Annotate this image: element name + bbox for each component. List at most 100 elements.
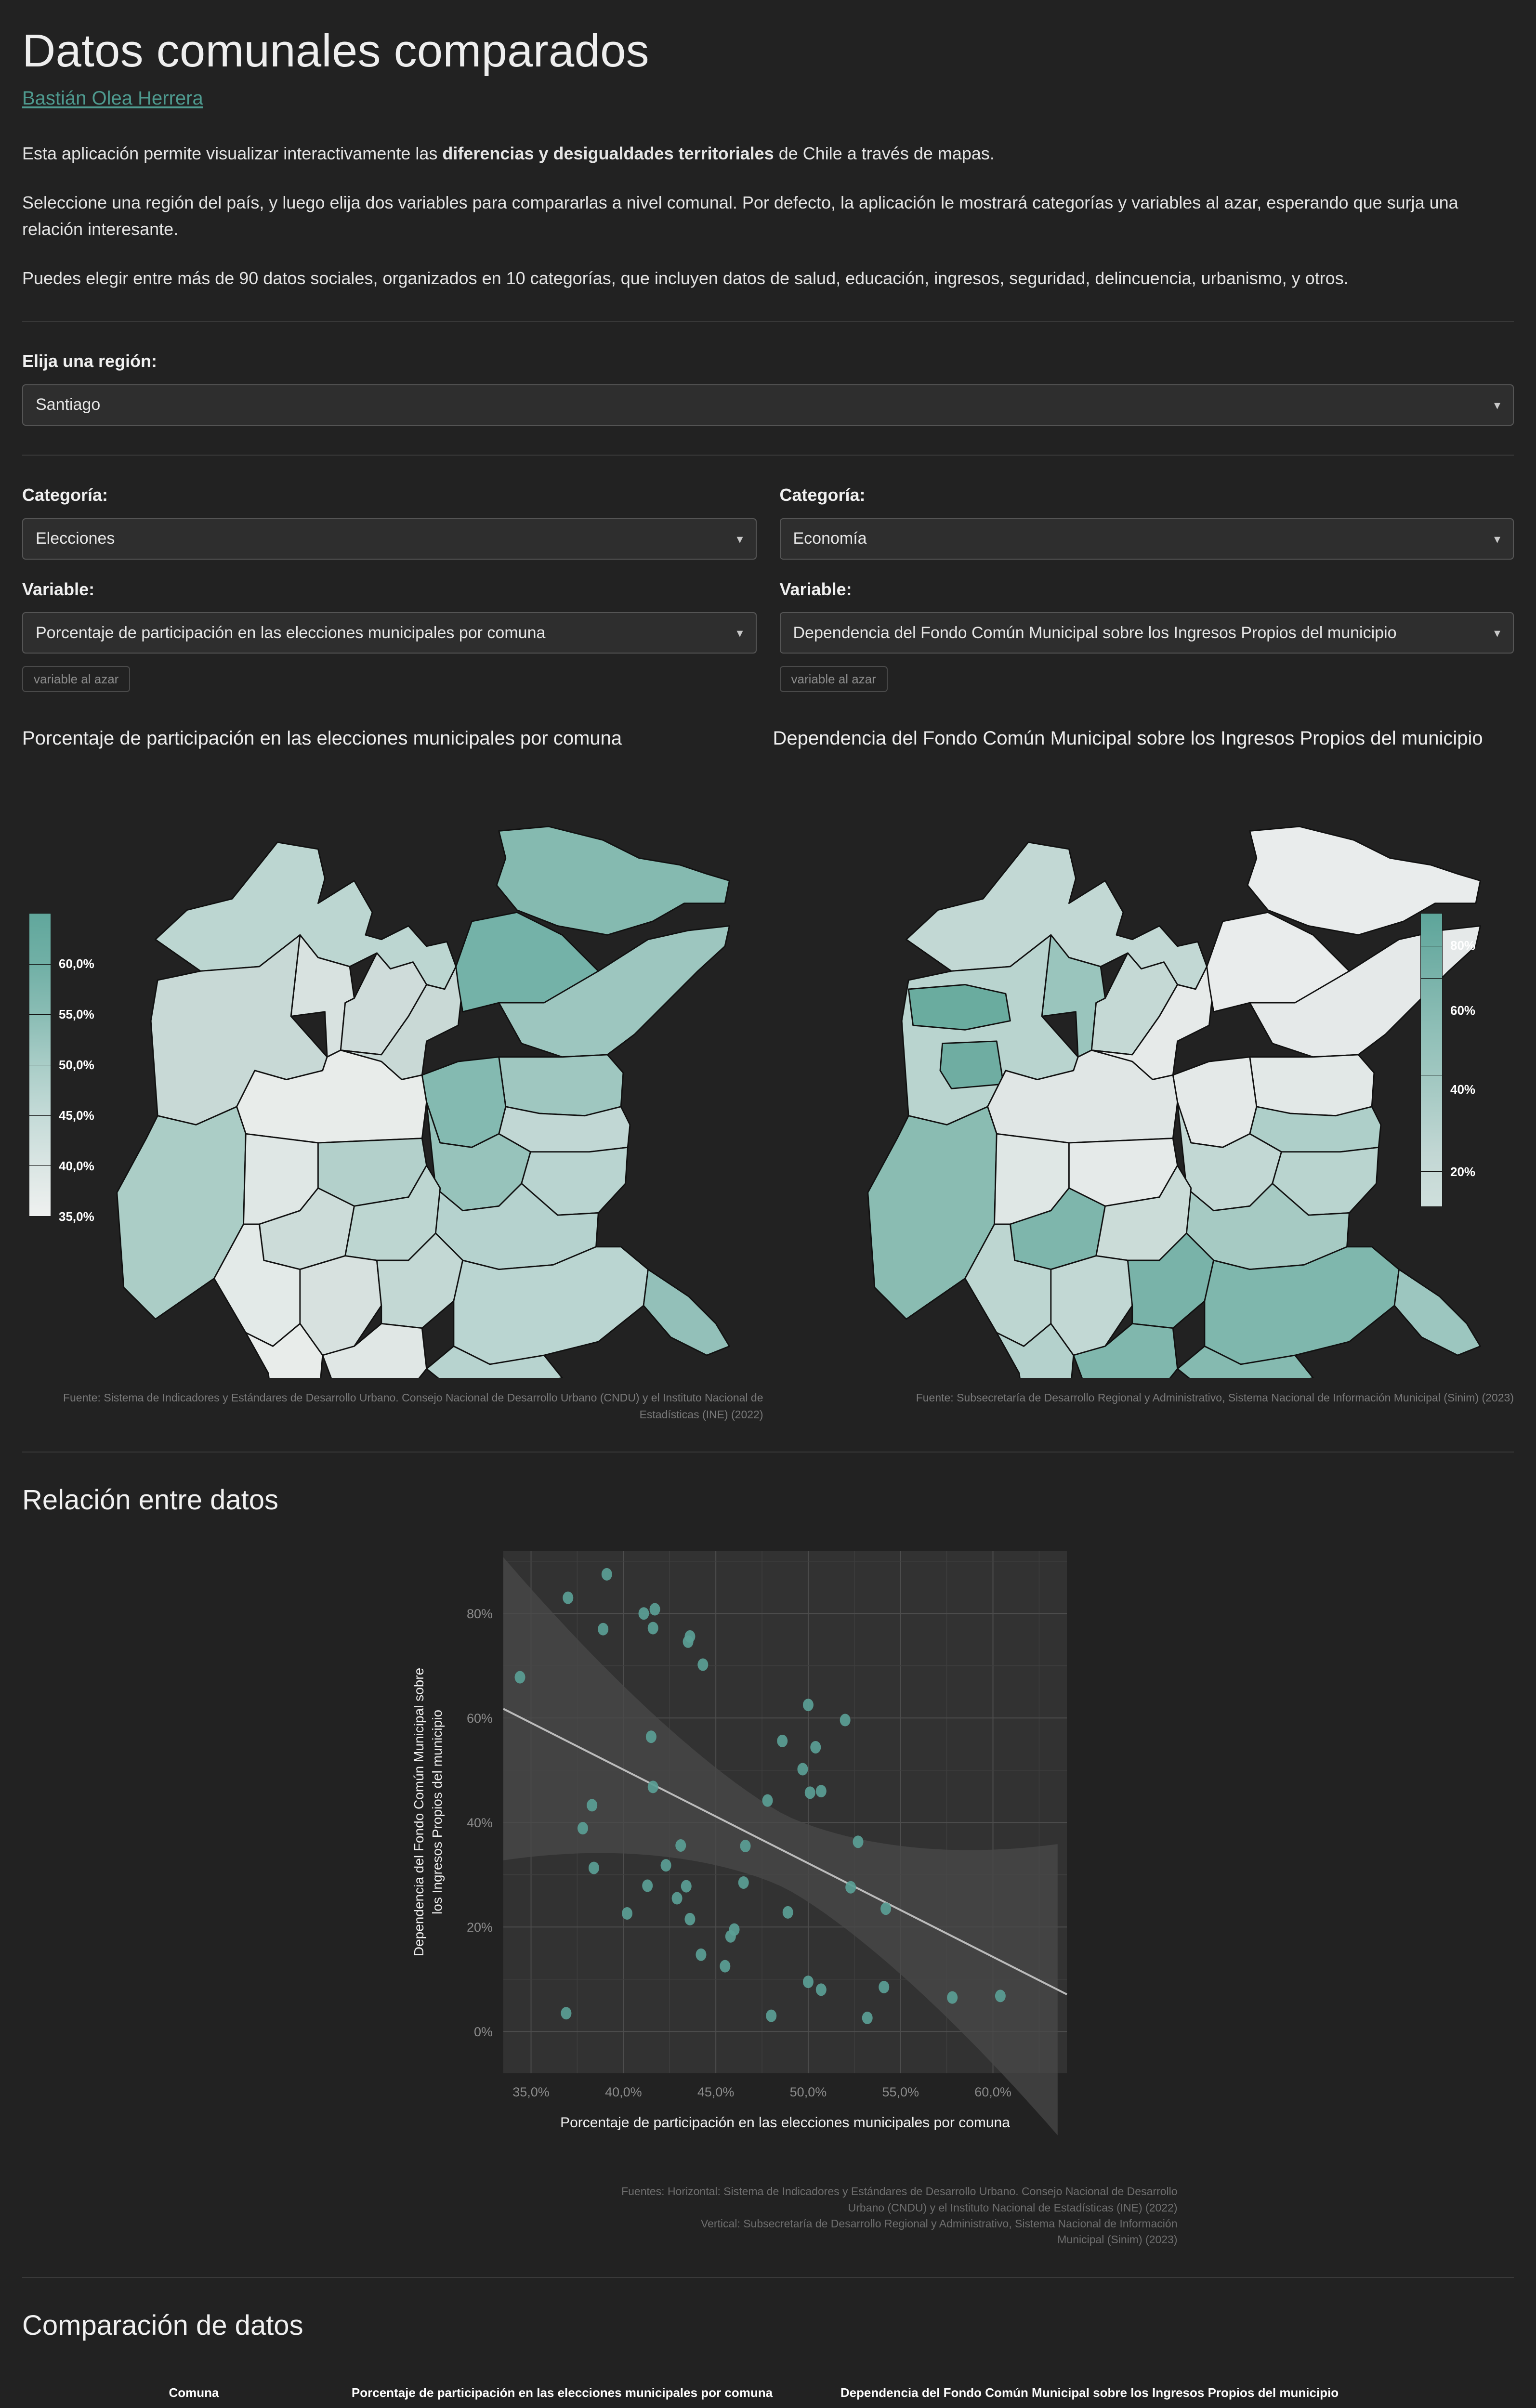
region-select[interactable]: Santiago ▾ — [22, 384, 1514, 426]
scatter-point[interactable] — [995, 1989, 1006, 2002]
relation-heading: Relación entre datos — [22, 1484, 278, 1516]
y-tick-label: 20% — [466, 1920, 492, 1935]
scatter-point[interactable] — [681, 1880, 692, 1893]
scatter-point[interactable] — [660, 1859, 671, 1872]
scatter-section: 35,0% 40,0% 45,0% 50,0% 55,0% 60,0% 0% 20% 40% 60… — [22, 1541, 1514, 2248]
trend-line — [502, 1708, 1067, 1996]
legend-tick: 55,0% — [59, 1007, 94, 1022]
choropleth-map-right[interactable] — [773, 790, 1514, 1378]
scatter-point[interactable] — [878, 1981, 889, 1994]
scatter-point[interactable] — [649, 1603, 660, 1616]
scatter-points — [514, 1568, 1006, 2025]
column-header-variable-2: Dependencia del Fondo Común Municipal so… — [840, 2385, 1339, 2400]
intro-paragraph-3: Puedes elegir entre más de 90 datos soci… — [22, 268, 1349, 288]
scatter-point[interactable] — [684, 1913, 695, 1926]
left-legend-ticks: 60,0% 55,0% 50,0% 45,0% 40,0% 35,0% — [59, 913, 141, 1224]
scatter-point[interactable] — [880, 1902, 891, 1915]
legend-tick: 45,0% — [59, 1108, 94, 1123]
svg-text:los Ingresos Propios del munic: los Ingresos Propios del municipio — [430, 1710, 445, 1914]
right-legend-colorbar — [1420, 913, 1443, 1207]
scatter-point[interactable] — [638, 1607, 649, 1620]
scatter-point[interactable] — [804, 1786, 815, 1799]
scatter-point[interactable] — [740, 1840, 751, 1853]
scatter-source-line: Vertical: Subsecretaría de Desarrollo Re… — [701, 2217, 1178, 2230]
right-variable-select[interactable]: Dependencia del Fondo Común Municipal so… — [779, 612, 1514, 654]
scatter-point[interactable] — [647, 1780, 658, 1793]
intro-paragraph-1: Esta aplicación permite visualizar inter… — [22, 140, 1514, 167]
scatter-point[interactable] — [697, 1658, 708, 1671]
scatter-point[interactable] — [797, 1763, 808, 1776]
scatter-point[interactable] — [642, 1879, 653, 1892]
confidence-band — [503, 1557, 1058, 2135]
left-legend-colorbar — [29, 913, 51, 1217]
left-map-title: Porcentaje de participación en las elecc… — [22, 728, 622, 749]
scatter-point[interactable] — [840, 1714, 851, 1727]
scatter-point[interactable] — [645, 1730, 656, 1743]
right-legend-ticks: 80% 60% 40% 20% — [1450, 913, 1508, 1207]
left-random-variable-button[interactable]: variable al azar — [22, 666, 131, 693]
scatter-point[interactable] — [802, 1976, 814, 1989]
scatter-point[interactable] — [802, 1699, 814, 1712]
scatter-point[interactable] — [719, 1960, 730, 1973]
left-map-legend: 60,0% 55,0% 50,0% 45,0% 40,0% 35,0% — [29, 913, 141, 1224]
right-category-value: Economía — [793, 529, 867, 548]
left-variable-label: Variable: — [22, 579, 95, 599]
scatter-point[interactable] — [597, 1623, 608, 1636]
scatter-point[interactable] — [562, 1591, 573, 1604]
legend-tick: 35,0% — [59, 1209, 94, 1224]
scatter-point[interactable] — [862, 2012, 873, 2025]
region-field: Elija una región: Santiago ▾ — [22, 348, 1514, 426]
y-axis-title: Dependencia del Fondo Común Municipal so… — [411, 1668, 445, 1956]
scatter-point[interactable] — [675, 1839, 686, 1852]
x-tick-label: 55,0% — [882, 2085, 919, 2099]
author-link[interactable]: Bastián Olea Herrera — [22, 87, 203, 109]
chevron-down-icon: ▾ — [1494, 397, 1500, 412]
chevron-down-icon: ▾ — [736, 626, 743, 641]
scatter-point[interactable] — [845, 1881, 856, 1894]
left-category-select[interactable]: Elecciones ▾ — [22, 518, 757, 560]
comparison-table-wrap: Comuna Porcentaje de participación en la… — [22, 2376, 1514, 2408]
choropleth-map-left[interactable] — [22, 790, 763, 1378]
right-variable-value: Dependencia del Fondo Común Municipal so… — [793, 624, 1397, 642]
scatter-point[interactable] — [738, 1876, 749, 1889]
scatter-point[interactable] — [765, 2009, 776, 2022]
divider-before-relation — [22, 1452, 1514, 1453]
legend-tick: 60% — [1450, 1003, 1476, 1018]
scatter-point[interactable] — [621, 1907, 632, 1920]
scatter-point[interactable] — [560, 2007, 571, 2020]
y-tick-label: 40% — [466, 1816, 492, 1830]
scatter-source: Fuentes: Horizontal: Sistema de Indicado… — [359, 2184, 1178, 2248]
scatter-point[interactable] — [601, 1568, 612, 1581]
right-random-variable-button[interactable]: variable al azar — [779, 666, 888, 693]
scatter-point[interactable] — [671, 1892, 683, 1905]
scatter-point[interactable] — [762, 1794, 773, 1807]
left-variable-select[interactable]: Porcentaje de participación en las elecc… — [22, 612, 757, 654]
scatter-point[interactable] — [586, 1799, 597, 1812]
right-map-legend: 80% 60% 40% 20% — [1420, 913, 1508, 1207]
intro-1-prefix: Esta aplicación permite visualizar inter… — [22, 143, 443, 163]
divider-after-region — [22, 454, 1514, 456]
scatter-point[interactable] — [815, 1785, 827, 1798]
scatter-point[interactable] — [647, 1622, 658, 1635]
legend-tick: 40,0% — [59, 1159, 94, 1174]
scatter-point[interactable] — [782, 1906, 793, 1919]
scatter-point[interactable] — [514, 1671, 525, 1684]
scatter-point[interactable] — [776, 1735, 788, 1748]
scatter-point[interactable] — [853, 1835, 864, 1848]
scatter-point[interactable] — [725, 1930, 736, 1943]
scatter-plot[interactable]: 35,0% 40,0% 45,0% 50,0% 55,0% 60,0% 0% 20% 40% 60… — [359, 1541, 1178, 2177]
scatter-point[interactable] — [815, 1983, 827, 1996]
scatter-source-line: Fuentes: Horizontal: Sistema de Indicado… — [621, 2185, 1178, 2198]
scatter-point[interactable] — [588, 1861, 599, 1874]
intro-1-bold: diferencias y desigualdades territoriale… — [442, 143, 774, 163]
right-map-title: Dependencia del Fondo Común Municipal so… — [773, 728, 1483, 749]
scatter-point[interactable] — [810, 1741, 821, 1754]
right-map-source: Fuente: Subsecretaría de Desarrollo Regi… — [916, 1391, 1514, 1404]
scatter-point[interactable] — [683, 1636, 694, 1649]
chevron-down-icon: ▾ — [736, 531, 743, 546]
maps-section: Porcentaje de participación en las elecc… — [22, 726, 1514, 1423]
scatter-point[interactable] — [946, 1991, 958, 2004]
scatter-point[interactable] — [695, 1948, 706, 1961]
right-category-select[interactable]: Economía ▾ — [779, 518, 1514, 560]
scatter-point[interactable] — [577, 1822, 588, 1835]
